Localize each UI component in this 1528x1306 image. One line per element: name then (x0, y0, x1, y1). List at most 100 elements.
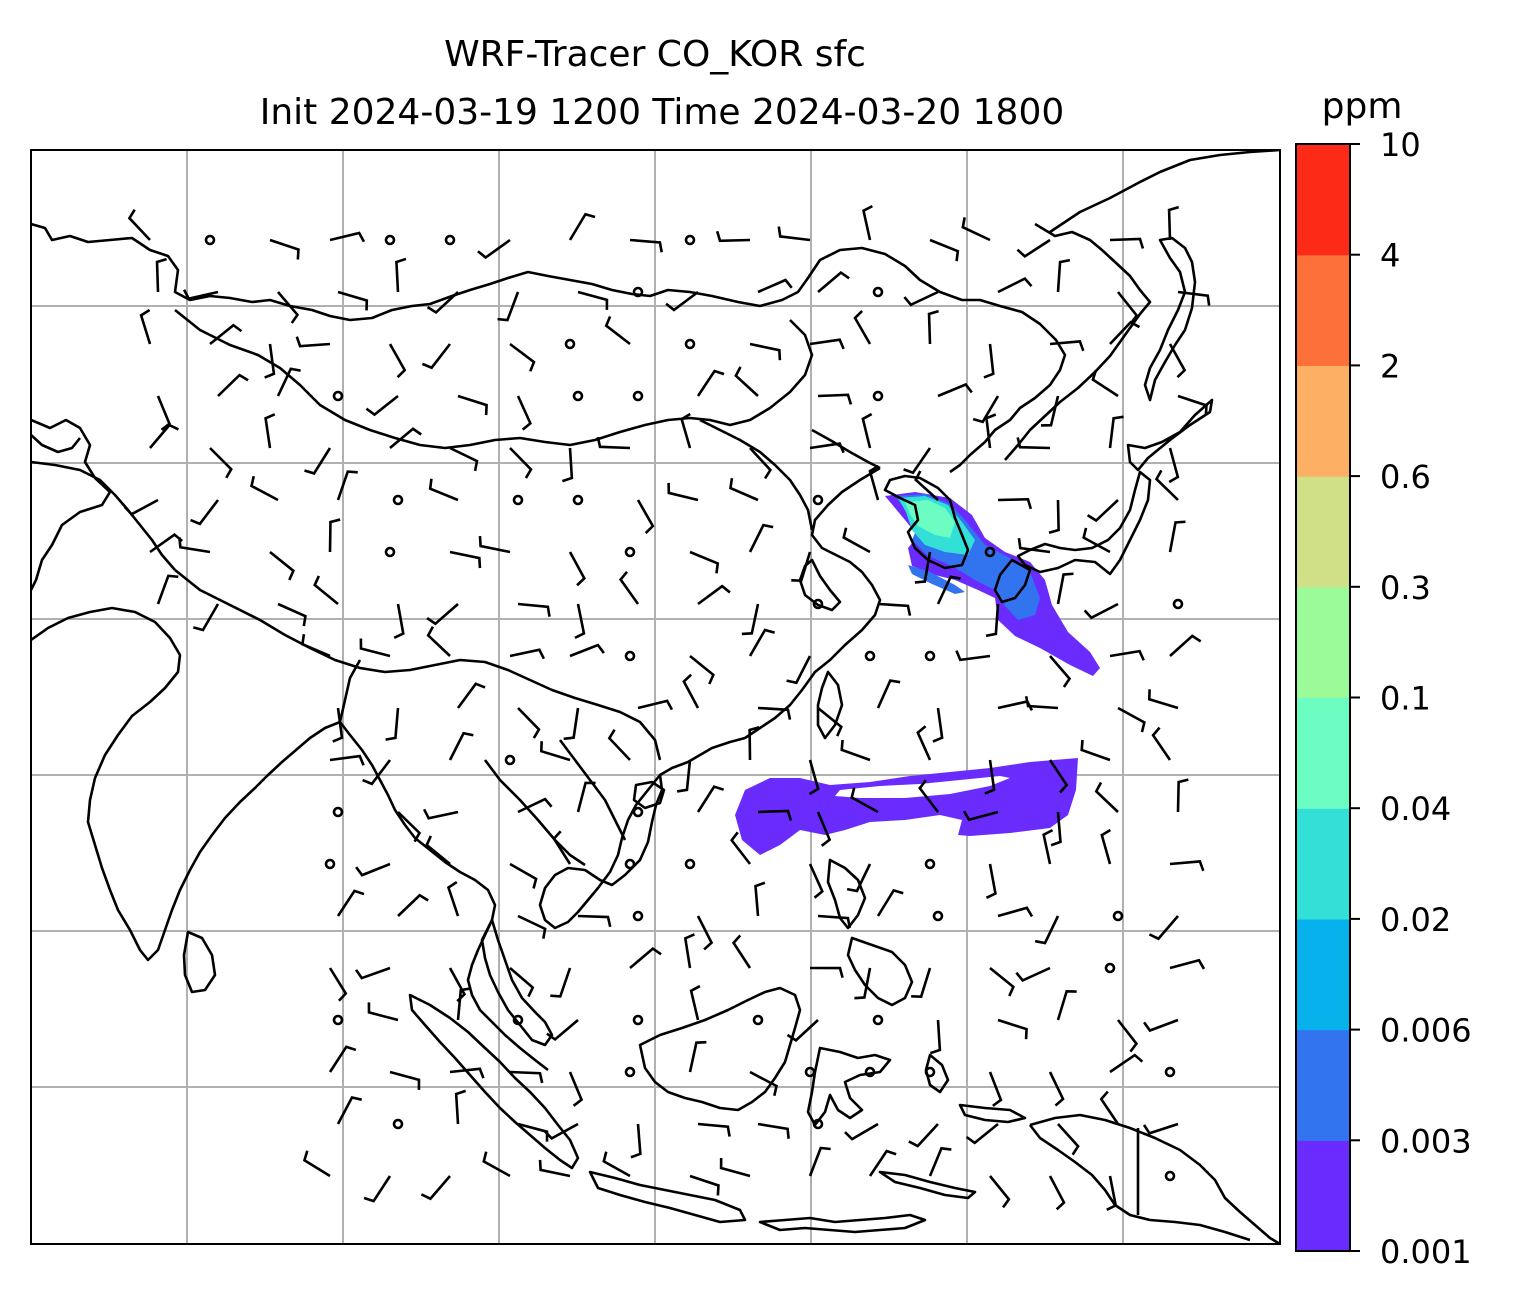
wind-barb (1143, 1018, 1179, 1033)
wind-barb (1142, 1122, 1179, 1135)
wind-barb (808, 863, 824, 899)
calm-wind-marker (324, 858, 336, 870)
wind-barb (1091, 369, 1119, 398)
wind-barb (509, 447, 533, 479)
wind-barb (155, 257, 167, 293)
wind-barb (1048, 1175, 1066, 1211)
wind-barb (328, 967, 348, 1002)
wind-barb (421, 343, 452, 370)
wind-barb (1117, 706, 1146, 733)
calm-wind-marker (1104, 962, 1116, 974)
wind-barb (1041, 395, 1060, 427)
calm-wind-marker (624, 546, 636, 558)
coastline-india-peninsula (31, 606, 341, 962)
coastline-taiwan (816, 670, 844, 740)
wind-barb (903, 447, 932, 475)
wind-barb (1042, 828, 1054, 865)
wind-barb (217, 373, 249, 397)
wind-barb (689, 1174, 720, 1196)
wind-barb (149, 423, 179, 449)
coastline-indochina (538, 773, 664, 930)
wind-barb (868, 1149, 897, 1177)
wind-barb (192, 603, 220, 632)
colorbar-tick-label: 0.003 (1380, 1122, 1472, 1160)
calm-wind-marker (812, 1118, 824, 1130)
map-frame (30, 149, 1281, 1245)
wind-barb (329, 231, 366, 243)
wind-barb (997, 906, 1034, 918)
wind-barb (741, 603, 760, 636)
wind-barb (868, 464, 880, 501)
wind-barb (876, 679, 901, 709)
colorbar-tick-label: 0.6 (1380, 458, 1431, 496)
wind-barb (929, 238, 960, 262)
wind-barb (388, 343, 407, 379)
wind-barb (539, 741, 571, 762)
plume-korea-mint (905, 500, 955, 538)
calm-wind-marker (204, 234, 216, 246)
wind-barb (719, 1157, 751, 1178)
wind-barb (1056, 989, 1077, 1021)
wind-barb (209, 323, 243, 346)
wind-barb (1148, 915, 1179, 941)
wind-barb (1080, 739, 1111, 762)
wind-barb (989, 966, 1015, 997)
wind-barb (456, 987, 471, 1021)
border-inland-2 (174, 568, 662, 761)
colorbar-block (1296, 254, 1350, 366)
wind-barb (569, 643, 605, 658)
coastline-timor (878, 1170, 977, 1200)
wind-barb (748, 628, 775, 657)
wind-barb (426, 625, 451, 657)
wind-barb (1169, 860, 1205, 872)
wind-barb (734, 366, 759, 397)
colorbar-tick-label: 0.3 (1380, 569, 1431, 607)
wind-barb (1151, 726, 1172, 761)
wind-barb (576, 781, 596, 813)
wind-barb (497, 291, 520, 322)
wind-barb (757, 706, 792, 720)
wind-barb (596, 436, 631, 450)
wind-barb (1109, 649, 1145, 661)
wind-barb (729, 477, 759, 502)
wind-barb (568, 212, 596, 241)
calm-wind-marker (924, 650, 936, 662)
wind-barb (456, 682, 486, 709)
wind-barb (817, 393, 853, 405)
calm-wind-marker (864, 650, 876, 662)
map-panel (30, 149, 1281, 1245)
colorbar-unit-label: ppm (1322, 86, 1403, 127)
wind-barb (509, 342, 536, 372)
wind-barb (449, 1067, 485, 1079)
wind-barb (1049, 340, 1085, 352)
wind-barb (1177, 290, 1211, 306)
wind-barb (988, 1071, 1003, 1107)
wind-barb (918, 779, 940, 813)
calm-wind-marker (624, 650, 636, 662)
wind-barb (1016, 437, 1051, 450)
wind-barb (563, 707, 580, 741)
colorbar-block (1296, 476, 1350, 588)
border-inland-4 (483, 759, 586, 867)
calm-wind-marker (1112, 910, 1124, 922)
wind-barb (304, 447, 332, 475)
wind-barb (127, 208, 151, 241)
wind-barb (997, 277, 1033, 294)
border-inland-5 (558, 739, 627, 841)
wind-barb (1100, 828, 1112, 865)
wind-barb (861, 412, 873, 449)
wind-barb (568, 1071, 584, 1107)
wind-barb (449, 446, 479, 472)
wind-barb (630, 1123, 642, 1159)
wind-barb (1094, 781, 1119, 813)
wind-barb (276, 367, 301, 397)
coastline-seram (958, 1103, 1027, 1124)
wind-barb (696, 369, 725, 397)
wind-barb (517, 707, 541, 739)
calm-wind-marker (932, 910, 944, 922)
wind-barb (984, 759, 996, 795)
coastline-philippines-south (846, 936, 914, 1007)
wind-barb (916, 725, 932, 761)
wind-barb (853, 310, 872, 345)
